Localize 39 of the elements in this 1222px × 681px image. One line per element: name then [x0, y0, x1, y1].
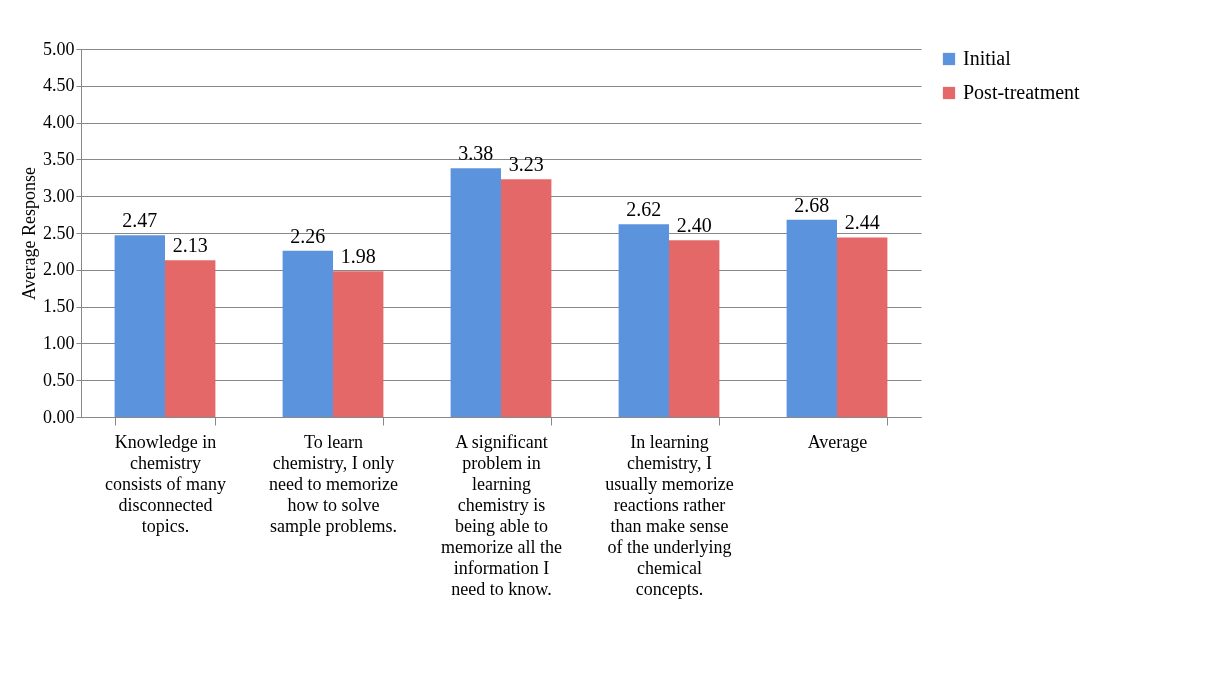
y-tick-label: 4.50: [43, 75, 75, 96]
data-label: 2.44: [844, 211, 880, 234]
y-tick-label: 1.50: [43, 296, 75, 317]
y-tick-label: 3.00: [43, 185, 75, 206]
y-tick-label: 3.50: [43, 148, 75, 169]
y-tick-label: 0.00: [43, 406, 75, 427]
bar: [165, 260, 216, 417]
x-tick-label: Average: [807, 431, 868, 452]
bar: [501, 179, 552, 417]
data-label: 2.68: [794, 193, 830, 216]
legend-label: Initial: [963, 47, 1012, 69]
y-tick-label: 2.50: [43, 222, 75, 243]
x-tick-label: To learn chemistry, I only need to memorize how to solve sample problems.: [269, 431, 398, 536]
data-label: 2.26: [290, 224, 326, 247]
bar: [282, 250, 333, 417]
bar: [837, 237, 888, 417]
data-label: 3.23: [508, 153, 544, 176]
data-label: 2.40: [676, 214, 712, 237]
x-tick-label: Knowledge in chemistry consists of many disconnected topics.: [105, 431, 226, 536]
legend-label: Post-treatment: [963, 81, 1081, 103]
y-tick-label: 4.00: [43, 112, 75, 133]
bar: [669, 240, 720, 417]
data-label: 2.47: [122, 209, 158, 232]
y-tick-label: 2.00: [43, 259, 75, 280]
bar: [618, 224, 669, 417]
bar: [333, 271, 384, 417]
y-tick-label: 1.00: [43, 332, 75, 353]
data-label: 1.98: [340, 245, 376, 268]
y-axis-title: Average Response: [19, 166, 39, 301]
bar: [114, 235, 165, 417]
y-tick-label: 0.50: [43, 369, 75, 390]
y-tick-label: 5.00: [43, 38, 75, 59]
data-label: 3.38: [458, 142, 494, 165]
data-label: 2.13: [172, 234, 208, 257]
data-label: 2.62: [626, 198, 662, 221]
x-tick-label: In learning chemistry, I usually memorize reactions rather than make sense of the underlying chemical concepts.: [605, 431, 734, 599]
x-tick-label: A significant problem in learning chemistry is being able to memorize all the information I need to know.: [441, 431, 562, 599]
bar: [786, 219, 837, 417]
bar: [450, 168, 501, 417]
